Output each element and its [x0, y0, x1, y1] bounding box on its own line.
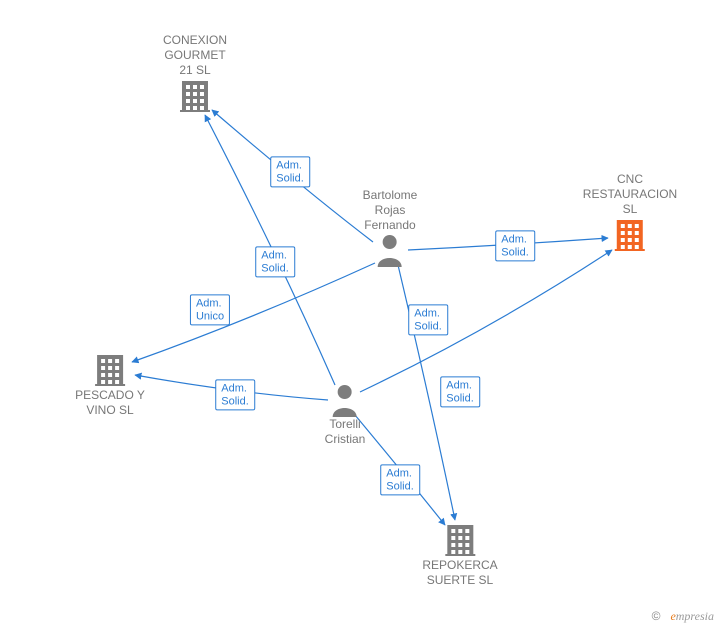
person-icon — [330, 383, 360, 417]
brand-rest: mpresia — [676, 609, 714, 623]
node-cnc: CNCRESTAURACIONSL — [583, 172, 677, 253]
edges-layer — [0, 0, 728, 630]
node-pescado: PESCADO YVINO SL — [75, 352, 145, 418]
edge-bartolome-pescado — [132, 263, 375, 362]
node-label: REPOKERCASUERTE SL — [422, 558, 497, 588]
building-icon — [92, 352, 128, 388]
edge-label: Adm.Solid. — [380, 464, 420, 495]
edge-label: Adm.Solid. — [440, 376, 480, 407]
node-label: TorelliCristian — [325, 417, 366, 447]
node-torelli: TorelliCristian — [325, 383, 366, 447]
node-label: BartolomeRojasFernando — [363, 188, 418, 233]
node-label: CONEXIONGOURMET21 SL — [163, 33, 227, 78]
edge-label: Adm.Unico — [190, 294, 230, 325]
copyright-symbol: © — [652, 609, 661, 623]
copyright: © empresia — [652, 609, 714, 624]
edge-label: Adm.Solid. — [495, 230, 535, 261]
building-icon — [612, 217, 648, 253]
edge-label: Adm.Solid. — [408, 304, 448, 335]
edge-label: Adm.Solid. — [215, 379, 255, 410]
node-repokerca: REPOKERCASUERTE SL — [422, 522, 497, 588]
edge-label: Adm.Solid. — [255, 246, 295, 277]
edge-torelli-cnc — [360, 250, 612, 392]
node-conexion: CONEXIONGOURMET21 SL — [163, 33, 227, 114]
building-icon — [177, 78, 213, 114]
node-label: PESCADO YVINO SL — [75, 388, 145, 418]
node-bartolome: BartolomeRojasFernando — [363, 188, 418, 267]
person-icon — [375, 233, 405, 267]
edge-label: Adm.Solid. — [270, 156, 310, 187]
node-label: CNCRESTAURACIONSL — [583, 172, 677, 217]
diagram-canvas: CONEXIONGOURMET21 SL CNCRESTAURACIONSL P… — [0, 0, 728, 630]
building-icon — [442, 522, 478, 558]
